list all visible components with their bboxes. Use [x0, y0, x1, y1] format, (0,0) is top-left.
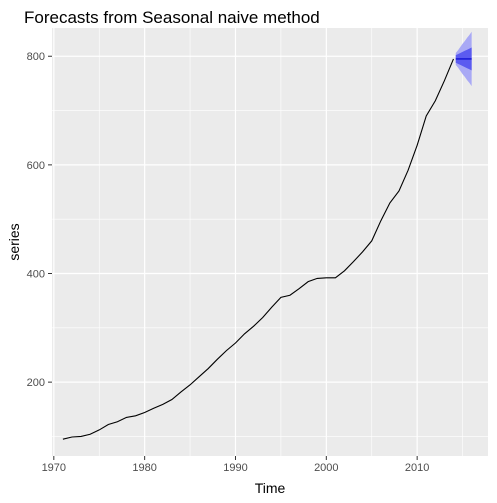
y-axis: 200 400 600 800 — [27, 51, 52, 389]
series-line — [62, 58, 454, 440]
y-tick-label: 400 — [27, 269, 45, 281]
y-tick-label: 200 — [27, 377, 45, 389]
x-tick-label: 2010 — [405, 462, 429, 474]
x-tick-label: 1970 — [42, 462, 66, 474]
chart-title: Forecasts from Seasonal naive method — [24, 8, 320, 27]
x-axis-title: Time — [255, 480, 286, 496]
x-tick-label: 2000 — [314, 462, 338, 474]
plot-panel — [52, 28, 488, 456]
x-axis: 1970 1980 1990 2000 2010 — [42, 456, 429, 474]
x-tick-label: 1990 — [223, 462, 247, 474]
minor-gridlines — [52, 28, 488, 456]
y-tick-label: 600 — [27, 160, 45, 172]
x-tick-label: 1980 — [132, 462, 156, 474]
y-axis-title: series — [6, 223, 22, 260]
major-gridlines — [52, 28, 488, 456]
y-tick-label: 800 — [27, 51, 45, 63]
